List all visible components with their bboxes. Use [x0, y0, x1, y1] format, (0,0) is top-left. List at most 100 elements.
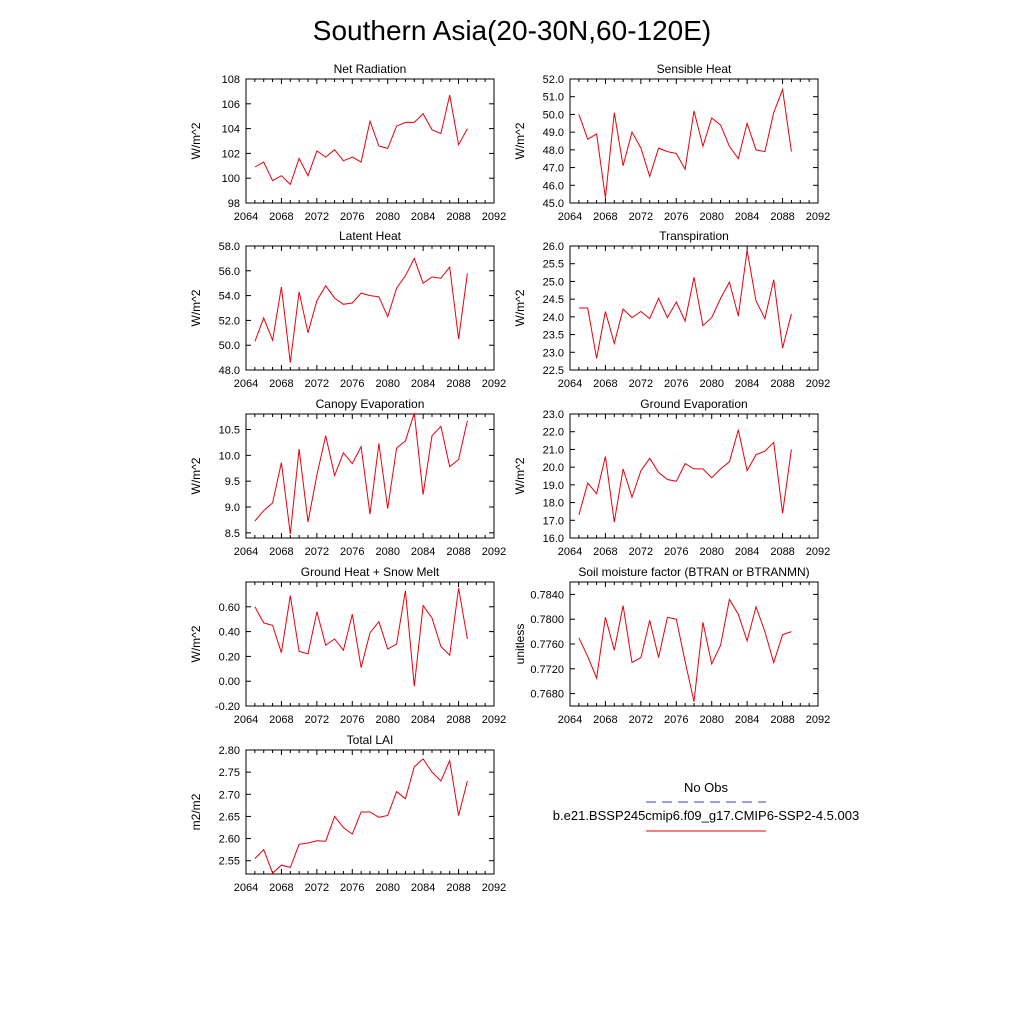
x-tick-label: 2068 — [269, 211, 293, 223]
x-tick-label: 2072 — [629, 211, 653, 223]
y-tick-label: 2.80 — [219, 745, 240, 757]
x-tick-label: 2092 — [806, 714, 830, 726]
y-tick-label: 8.5 — [225, 528, 240, 540]
series-line — [254, 588, 468, 687]
x-tick-label: 2076 — [664, 546, 688, 558]
y-tick-label: 17.0 — [543, 515, 564, 527]
y-tick-label: 23.5 — [543, 330, 564, 342]
y-tick-label: 0.7720 — [530, 664, 564, 676]
panels: Net Radiation W/m^2 2064 2068 2072 2076 2080 20… — [189, 62, 830, 894]
plot-frame — [245, 245, 495, 371]
chart-panel: Soil moisture factor (BTRAN or BTRANMN) u… — [513, 565, 830, 726]
x-tick-label: 2084 — [411, 378, 435, 390]
panel-title: Latent Heat — [339, 229, 402, 243]
x-tick-label: 2072 — [305, 882, 329, 894]
x-tick-label: 2068 — [269, 378, 293, 390]
x-tick-label: 2064 — [234, 211, 258, 223]
x-tick-label: 2064 — [234, 546, 258, 558]
chart-panel: Canopy Evaporation W/m^2 2064 2068 2072 2076 2… — [189, 397, 506, 558]
y-tick-label: 0.7680 — [530, 689, 564, 701]
y-tick-label: 22.5 — [543, 365, 564, 377]
chart-panel: Ground Heat + Snow Melt W/m^2 2064 2068 2072… — [189, 565, 506, 726]
chart-panel: Sensible Heat W/m^2 2064 2068 2072 2076 2080 20… — [513, 62, 830, 223]
series-line — [578, 429, 792, 523]
y-tick-label: 0.60 — [219, 602, 240, 614]
y-tick-label: 58.0 — [219, 241, 240, 253]
series-line — [578, 598, 792, 702]
y-tick-label: 9.5 — [225, 476, 240, 488]
y-tick-label: 45.0 — [543, 198, 564, 210]
x-tick-label: 2092 — [806, 378, 830, 390]
y-tick-label: 100 — [222, 173, 240, 185]
x-tick-label: 2076 — [340, 211, 364, 223]
x-tick-label: 2076 — [340, 378, 364, 390]
panel-title: Ground Heat + Snow Melt — [301, 565, 440, 579]
x-tick-label: 2064 — [558, 378, 582, 390]
chart-panel: Transpiration W/m^2 2064 2068 2072 2076 2080 20… — [513, 229, 830, 390]
y-tick-label: 18.0 — [543, 498, 564, 510]
y-tick-label: 56.0 — [219, 266, 240, 278]
y-tick-label: 48.0 — [219, 365, 240, 377]
x-tick-label: 2064 — [234, 714, 258, 726]
y-tick-label: 52.0 — [219, 315, 240, 327]
y-axis-label: W/m^2 — [513, 122, 527, 159]
y-tick-label: 2.60 — [219, 834, 240, 846]
x-tick-label: 2072 — [305, 714, 329, 726]
y-tick-label: 54.0 — [219, 291, 240, 303]
x-tick-label: 2092 — [482, 546, 506, 558]
y-tick-label: 0.7840 — [530, 589, 564, 601]
y-tick-label: 48.0 — [543, 145, 564, 157]
legend-obs-label: No Obs — [684, 780, 729, 795]
y-tick-label: 10.5 — [219, 425, 240, 437]
series-line — [254, 257, 468, 363]
series-line — [254, 758, 468, 874]
y-tick-label: 108 — [222, 74, 240, 86]
chart-panel: Total LAI m2/m2 2064 2068 2072 2076 2080 2084 20… — [189, 733, 506, 894]
x-tick-label: 2068 — [269, 882, 293, 894]
x-tick-label: 2092 — [482, 378, 506, 390]
x-tick-label: 2076 — [664, 378, 688, 390]
x-tick-label: 2084 — [411, 546, 435, 558]
y-tick-label: 52.0 — [543, 74, 564, 86]
y-tick-label: -0.20 — [215, 701, 240, 713]
y-tick-label: 51.0 — [543, 92, 564, 104]
y-axis-label: W/m^2 — [189, 289, 203, 326]
x-tick-label: 2076 — [664, 714, 688, 726]
x-tick-label: 2080 — [699, 211, 723, 223]
x-tick-label: 2076 — [340, 882, 364, 894]
y-tick-label: 102 — [222, 148, 240, 160]
x-tick-label: 2084 — [411, 882, 435, 894]
y-tick-label: 9.0 — [225, 502, 240, 514]
x-tick-label: 2080 — [375, 546, 399, 558]
x-tick-label: 2088 — [770, 546, 794, 558]
panel-title: Net Radiation — [334, 62, 407, 76]
y-axis-label: W/m^2 — [189, 625, 203, 662]
x-tick-label: 2084 — [411, 714, 435, 726]
x-tick-label: 2072 — [629, 546, 653, 558]
series-line — [254, 412, 468, 534]
panel-title: Transpiration — [659, 229, 729, 243]
series-line — [578, 87, 792, 198]
x-tick-label: 2080 — [699, 546, 723, 558]
legend: No Obs b.e21.BSSP245cmip6.f09_g17.CMIP6-… — [553, 780, 859, 832]
x-tick-label: 2064 — [234, 882, 258, 894]
x-tick-label: 2088 — [446, 378, 470, 390]
plot-frame — [569, 581, 819, 707]
y-tick-label: 24.5 — [543, 294, 564, 306]
y-tick-label: 2.75 — [219, 767, 240, 779]
x-tick-label: 2072 — [629, 714, 653, 726]
x-tick-label: 2084 — [735, 378, 759, 390]
x-tick-label: 2068 — [269, 546, 293, 558]
y-tick-label: 22.0 — [543, 427, 564, 439]
y-tick-label: 2.65 — [219, 811, 240, 823]
x-tick-label: 2076 — [664, 211, 688, 223]
y-tick-label: 0.7800 — [530, 614, 564, 626]
y-axis-label: W/m^2 — [513, 289, 527, 326]
x-tick-label: 2076 — [340, 546, 364, 558]
y-axis-label: m2/m2 — [189, 793, 203, 830]
y-tick-label: 106 — [222, 99, 240, 111]
panel-title: Soil moisture factor (BTRAN or BTRANMN) — [578, 565, 809, 579]
legend-model-label: b.e21.BSSP245cmip6.f09_g17.CMIP6-SSP2-4.… — [553, 808, 859, 823]
y-tick-label: 25.0 — [543, 276, 564, 288]
